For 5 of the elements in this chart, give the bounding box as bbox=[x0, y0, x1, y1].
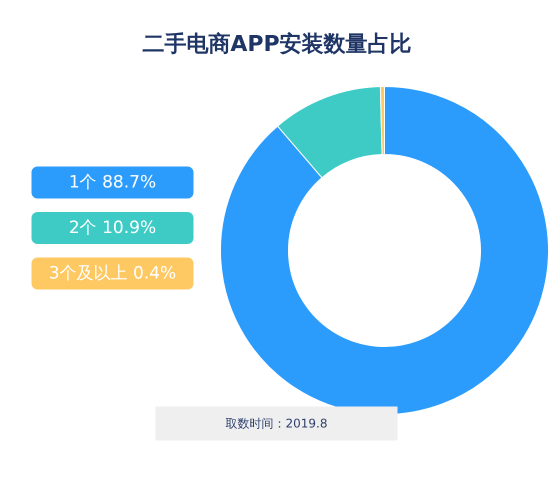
chart-title: 二手电商APP安装数量占比 bbox=[142, 31, 412, 57]
legend-label: 2个 10.9% bbox=[68, 218, 156, 238]
text: 取数时间：2019.8 bbox=[226, 416, 328, 430]
legend-label: 3个及以上 0.4% bbox=[48, 264, 176, 284]
legend-label: 1个 88.7% bbox=[68, 172, 156, 192]
